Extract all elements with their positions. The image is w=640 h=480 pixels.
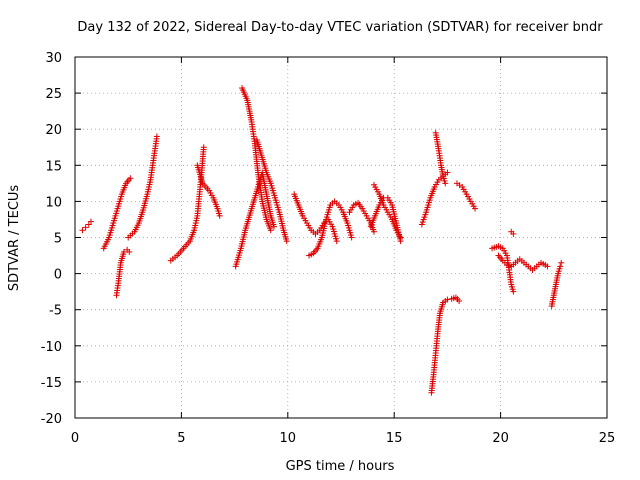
data-point <box>267 227 274 234</box>
data-point <box>153 133 160 140</box>
x-axis-ticks: 0 5 10 15 20 25 <box>71 57 615 446</box>
x-tick-label: 5 <box>177 431 185 446</box>
data-point <box>370 228 377 235</box>
y-tick-label: 5 <box>54 232 62 247</box>
data-point <box>558 259 565 266</box>
y-tick-label: 10 <box>45 195 62 210</box>
data-point <box>270 223 277 230</box>
data-point <box>444 296 451 303</box>
y-tick-label: 25 <box>45 87 62 102</box>
data-point <box>472 205 479 212</box>
x-tick-label: 25 <box>599 431 616 446</box>
grid-lines <box>75 57 607 418</box>
data-point <box>82 224 89 231</box>
data-point <box>444 169 451 176</box>
chart-title: Day 132 of 2022, Sidereal Day-to-day VTE… <box>77 20 603 35</box>
data-point <box>200 144 207 151</box>
data-point <box>397 234 404 241</box>
data-point <box>544 263 551 270</box>
data-point <box>283 238 290 245</box>
data-points <box>79 85 565 396</box>
data-point <box>126 248 133 255</box>
data-point <box>333 238 340 245</box>
y-tick-label: -20 <box>41 412 62 427</box>
y-tick-label: -5 <box>49 304 62 319</box>
data-point <box>79 227 86 234</box>
data-point <box>87 218 94 225</box>
data-point <box>456 298 463 305</box>
data-point <box>510 230 517 237</box>
data-point <box>510 288 517 295</box>
data-point <box>127 175 134 182</box>
y-axis-label: SDTVAR / TECUs <box>7 185 22 292</box>
data-point <box>557 263 564 270</box>
y-tick-label: 15 <box>45 159 62 174</box>
x-tick-label: 20 <box>492 431 509 446</box>
y-axis-ticks: -20 -15 -10 -5 0 5 10 15 20 25 30 <box>41 51 607 427</box>
data-point <box>216 212 223 219</box>
data-point <box>442 180 449 187</box>
data-point <box>120 248 127 255</box>
x-axis-label: GPS time / hours <box>286 459 395 474</box>
y-tick-label: -15 <box>41 376 62 391</box>
x-tick-label: 0 <box>71 431 79 446</box>
y-tick-label: 0 <box>54 268 62 283</box>
data-point <box>348 234 355 241</box>
x-tick-label: 15 <box>386 431 403 446</box>
y-tick-label: 30 <box>45 51 62 66</box>
x-tick-label: 10 <box>280 431 297 446</box>
y-tick-label: -10 <box>41 340 62 355</box>
y-tick-label: 20 <box>45 123 62 138</box>
